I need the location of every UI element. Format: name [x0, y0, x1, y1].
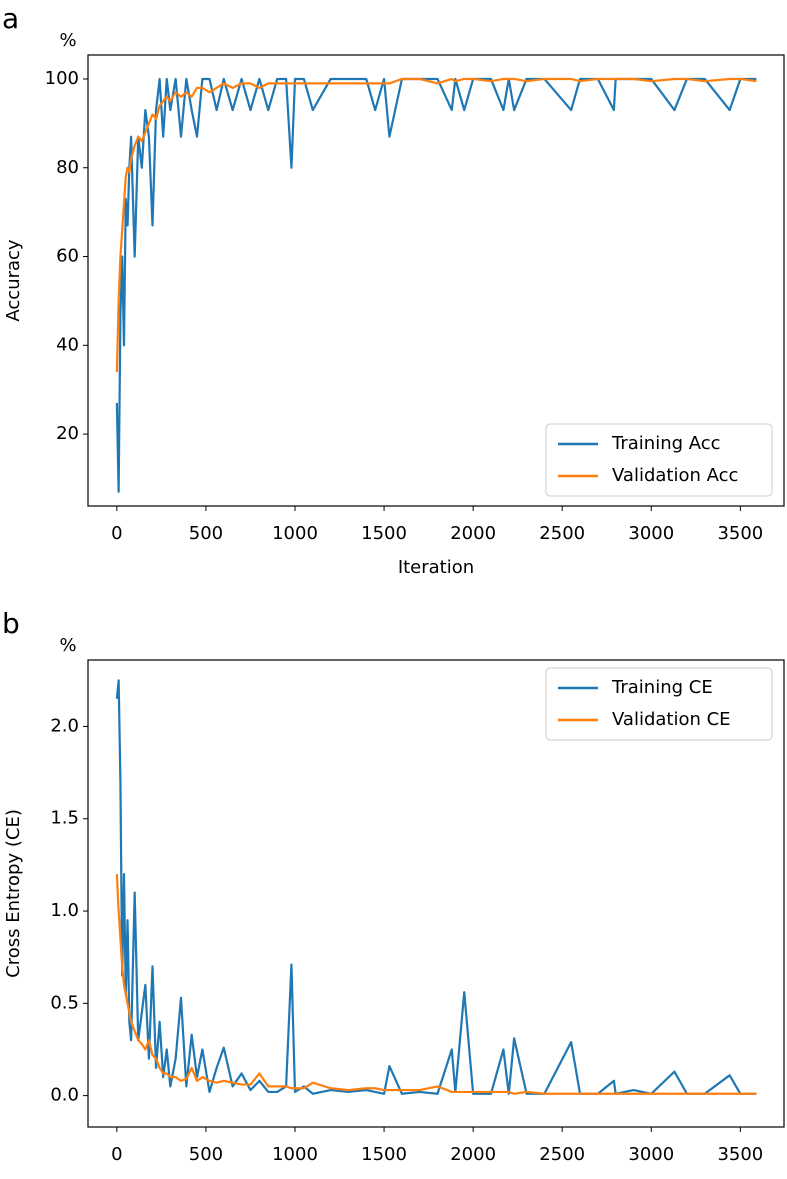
x-tick-label: 0 [111, 523, 122, 544]
x-tick-label: 500 [189, 523, 223, 544]
panel-label: b [2, 607, 20, 640]
x-axis-label: Iteration [398, 557, 474, 578]
y-tick-label: 1.0 [50, 900, 79, 921]
data-line [115, 679, 757, 1095]
legend-box [545, 667, 773, 741]
x-tick-label: 2000 [450, 523, 496, 544]
legend-label: Validation Acc [612, 465, 738, 486]
y-tick-label: 100 [45, 68, 79, 89]
x-tick-label: 1000 [272, 1144, 318, 1165]
legend-label: Training Acc [611, 433, 721, 454]
x-tick-label: 2500 [539, 523, 585, 544]
y-tick-label: 0.5 [50, 992, 79, 1013]
y-axis-label: Cross Entropy (CE) [3, 809, 24, 978]
x-tick-label: 2000 [450, 1144, 496, 1165]
x-tick-label: 3500 [717, 523, 763, 544]
y-tick-label: 20 [56, 423, 79, 444]
legend-label: Validation CE [612, 709, 731, 730]
data-line [115, 77, 757, 493]
plot-frame [87, 54, 785, 507]
x-tick-label: 1500 [361, 1144, 407, 1165]
x-tick-label: 3000 [628, 1144, 674, 1165]
y-tick-label: 40 [56, 334, 79, 355]
y-tick-label: 0.0 [50, 1085, 79, 1106]
legend-label: Training CE [611, 677, 713, 698]
y-unit: % [59, 30, 76, 51]
y-tick-label: 60 [56, 246, 79, 267]
y-axis-label: Accuracy [3, 239, 24, 322]
panel-label: a [2, 2, 19, 35]
plot-frame [87, 659, 785, 1128]
x-tick-label: 3000 [628, 523, 674, 544]
y-tick-label: 2.0 [50, 715, 79, 736]
x-tick-label: 500 [189, 1144, 223, 1165]
legend-box [545, 423, 773, 497]
y-tick-label: 80 [56, 157, 79, 178]
x-tick-label: 1500 [361, 523, 407, 544]
x-tick-label: 0 [111, 1144, 122, 1165]
data-line [115, 874, 757, 1095]
y-tick-label: 1.5 [50, 808, 79, 829]
y-unit: % [59, 635, 76, 656]
data-line [115, 77, 757, 372]
x-tick-label: 2500 [539, 1144, 585, 1165]
x-tick-label: 1000 [272, 523, 318, 544]
x-tick-label: 3500 [717, 1144, 763, 1165]
